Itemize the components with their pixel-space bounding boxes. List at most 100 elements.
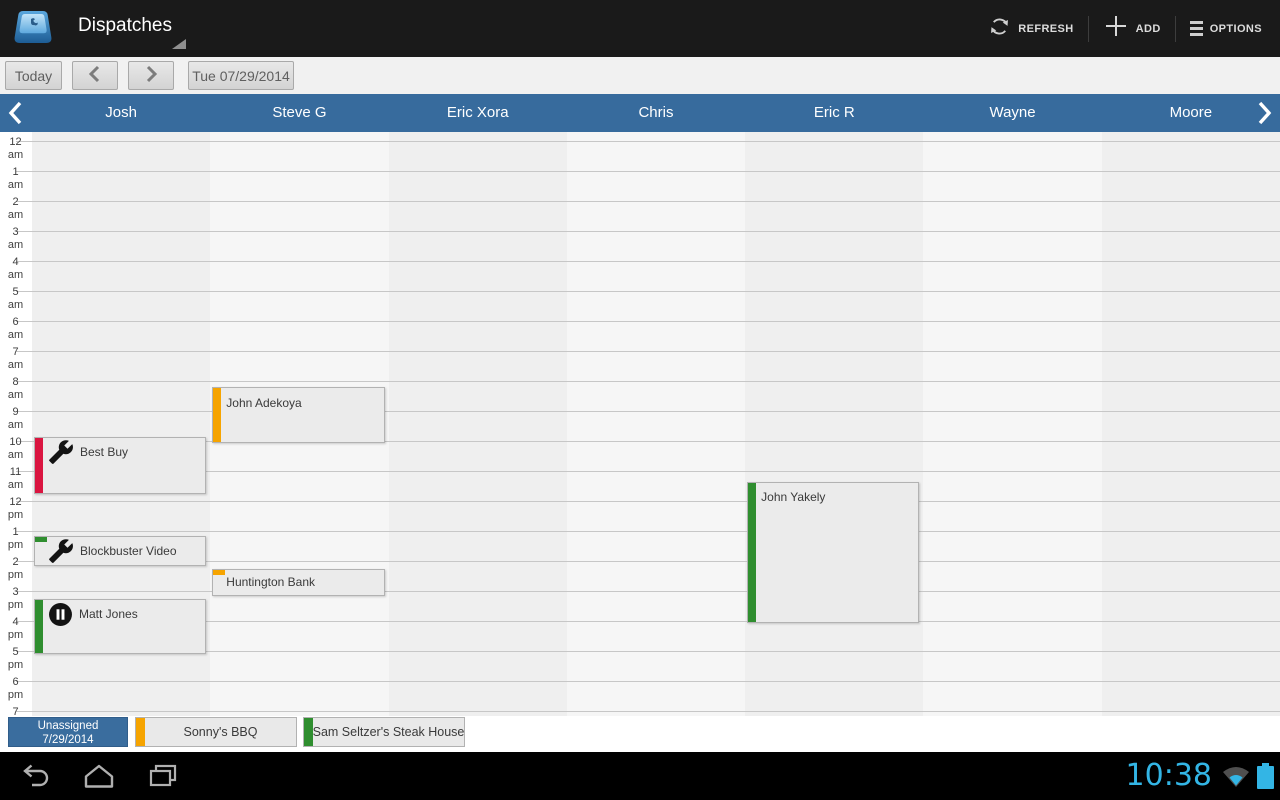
tech-column [1101, 132, 1280, 716]
appbar-actions: REFRESH ADD OPTIONS [974, 0, 1276, 57]
appointment-title: John Adekoya [226, 395, 302, 410]
refresh-button[interactable]: REFRESH [974, 0, 1087, 57]
hour-line [16, 681, 1280, 682]
appointment-head: John Adekoya [213, 388, 381, 417]
appointment-title: Best Buy [80, 445, 129, 459]
grid-body: 12 am 1 am 2 am 3 am 4 am 5 am 6 am 7 am 8 am 9 am 10 am 11 am 1… [0, 132, 1280, 716]
hour-line [16, 261, 1280, 262]
legend-item[interactable]: Sam Seltzer's Steak House [303, 717, 465, 747]
appointment-head: Blockbuster Video [35, 537, 203, 565]
tech-header-eric-r[interactable]: Eric R [813, 104, 855, 121]
hour-label: 6 pm [7, 676, 24, 701]
pause-circle-icon [49, 602, 72, 626]
appointment-head: Huntington Bank [213, 570, 381, 595]
hour-line [16, 291, 1280, 292]
appointment[interactable]: Matt Jones [34, 598, 207, 654]
hour-label: 5 pm [7, 646, 24, 671]
hour-line [16, 711, 1280, 712]
tech-header-wayne[interactable]: Wayne [989, 104, 1036, 121]
hour-label: 7 am [7, 346, 24, 371]
prev-day-button[interactable] [72, 61, 118, 90]
appointment[interactable]: Blockbuster Video [34, 535, 207, 566]
options-button[interactable]: OPTIONS [1176, 0, 1276, 57]
hour-label: 4 pm [7, 616, 24, 641]
unassigned-date-box[interactable]: Unassigned 7/29/2014 [8, 717, 128, 747]
system-bar: 10:38 [0, 752, 1280, 800]
back-icon[interactable] [16, 763, 52, 794]
appointment-stripe [213, 569, 226, 575]
today-button[interactable]: Today [5, 61, 62, 90]
legend-item-title: Sonny's BBQ [183, 725, 258, 739]
hour-label: 12 pm [7, 496, 24, 521]
hour-line [16, 171, 1280, 172]
hour-label: 2 pm [7, 556, 24, 581]
appointment[interactable]: Huntington Bank [212, 568, 385, 596]
tech-column [745, 132, 924, 716]
hour-label: 4 am [7, 256, 24, 281]
legend-item[interactable]: Sonny's BBQ [135, 717, 297, 747]
hour-label: 1 am [7, 166, 24, 191]
hour-line [16, 501, 1280, 502]
tech-header-eric-xora[interactable]: Eric Xora [446, 104, 509, 121]
hour-line [16, 441, 1280, 442]
plus-icon [1103, 13, 1129, 44]
hour-label: 6 am [7, 316, 24, 341]
appointment-title: Matt Jones [79, 607, 138, 621]
hour-label: 3 am [7, 226, 24, 251]
tech-header-steve-g[interactable]: Steve G [272, 104, 327, 121]
title-dropdown-icon[interactable] [172, 39, 186, 49]
legend-item-stripe [304, 718, 313, 746]
page-title[interactable]: Dispatches [78, 15, 172, 36]
chevron-right-icon [143, 64, 159, 87]
tech-column [388, 132, 567, 716]
add-label: ADD [1135, 22, 1161, 35]
hour-line [16, 591, 1280, 592]
hour-label: 9 am [7, 406, 24, 431]
appointment[interactable]: John Yakely [747, 481, 920, 623]
hour-label: 11 am [7, 466, 24, 491]
hour-label: 5 am [7, 286, 24, 311]
hour-label: 7pm [12, 706, 19, 716]
wifi-icon [1221, 765, 1251, 794]
hour-line [16, 381, 1280, 382]
home-icon[interactable] [82, 763, 116, 794]
appointment[interactable]: Best Buy [34, 436, 207, 494]
hour-label: 12 am [7, 136, 24, 161]
hour-line [16, 201, 1280, 202]
app-bar: Dispatches REFRESH [0, 0, 1280, 57]
refresh-icon [988, 15, 1011, 43]
hour-line [16, 321, 1280, 322]
recents-icon[interactable] [146, 763, 180, 794]
add-button[interactable]: ADD [1089, 0, 1175, 57]
hour-line [16, 351, 1280, 352]
refresh-label: REFRESH [1018, 22, 1074, 35]
wrench-icon [49, 538, 73, 563]
unscheduled-bar: Unassigned 7/29/2014 Sonny's BBQ Sam Selt… [0, 716, 1280, 752]
chevron-left-icon [87, 64, 103, 87]
keycap-icon[interactable] [10, 5, 56, 51]
hour-label: 8 am [7, 376, 24, 401]
hour-label: 3 pm [7, 586, 24, 611]
appointment-title: Blockbuster Video [80, 543, 177, 558]
date-button[interactable]: Tue 07/29/2014 [188, 61, 294, 90]
menu-icon [1189, 21, 1203, 36]
appointment-title: Huntington Bank [226, 575, 316, 589]
appointment-head: Matt Jones [35, 600, 203, 629]
tech-header-moore[interactable]: Moore [1169, 104, 1213, 121]
hour-label: 2 am [7, 196, 24, 221]
tech-header-chris[interactable]: Chris [638, 104, 674, 121]
appointment-stripe [35, 437, 43, 493]
next-day-button[interactable] [128, 61, 174, 90]
action-separator [1174, 15, 1176, 42]
scroll-left-button[interactable] [4, 99, 28, 132]
appointment[interactable]: John Adekoya [212, 387, 385, 443]
appointment-stripe [35, 599, 43, 653]
hour-label: 1 pm [7, 526, 24, 551]
hour-line [16, 561, 1280, 562]
hour-line [16, 621, 1280, 622]
tech-header-josh[interactable]: Josh [105, 104, 137, 121]
options-label: OPTIONS [1209, 22, 1262, 35]
scroll-right-button[interactable] [1252, 99, 1276, 132]
tech-column [566, 132, 746, 716]
